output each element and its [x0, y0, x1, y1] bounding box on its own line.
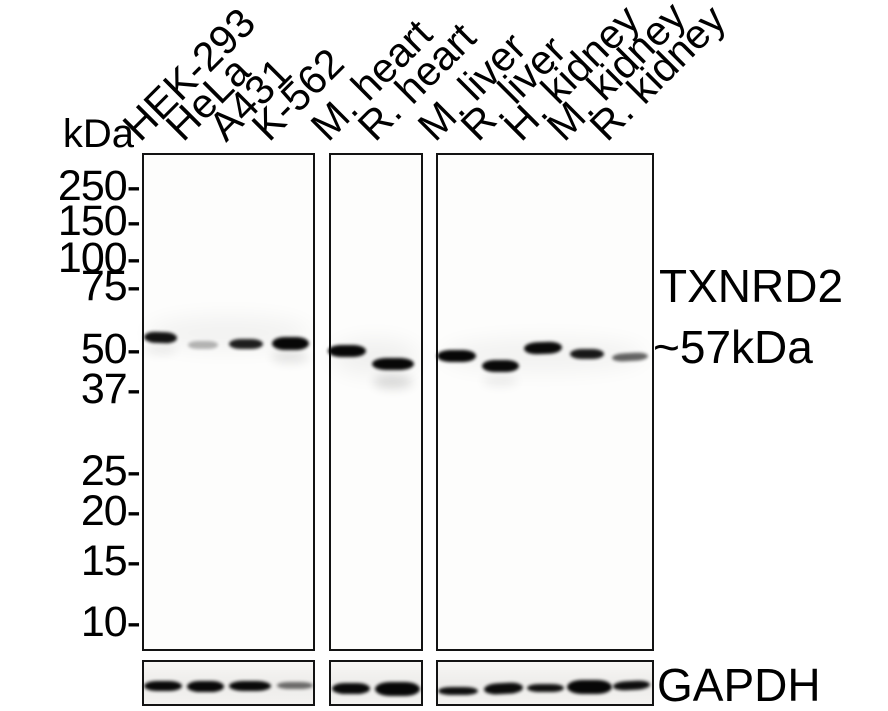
band-smear	[271, 351, 309, 363]
control-band	[438, 687, 478, 695]
target-band	[271, 336, 309, 350]
target-band	[143, 330, 177, 344]
blot-panel-1	[142, 153, 315, 651]
target-band	[372, 358, 414, 370]
loading-control-label: GAPDH	[657, 659, 821, 711]
mw-marker-label: 100-	[57, 234, 141, 282]
mw-marker-label: 37-	[80, 365, 141, 413]
target-band	[436, 350, 476, 362]
band-smear	[143, 346, 177, 354]
band-smear	[373, 375, 413, 389]
control-band	[186, 680, 224, 692]
mw-marker-label: 250-	[57, 162, 141, 210]
mw-marker-label: 150-	[57, 197, 141, 245]
mw-marker-label: 25-	[80, 447, 141, 495]
control-band	[144, 681, 182, 691]
blot-panel-2	[329, 153, 423, 651]
control-band	[566, 680, 612, 694]
mw-marker-label: 75-	[80, 262, 141, 310]
blot-panel-3	[436, 153, 654, 651]
mw-marker-label: 50-	[80, 325, 141, 373]
control-band	[229, 681, 271, 691]
control-band	[332, 682, 370, 694]
target-band	[481, 360, 519, 372]
band-smear	[482, 376, 518, 386]
kda-unit-label: kDa	[62, 112, 134, 156]
control-band	[526, 684, 564, 692]
molecular-weight-label: ~57kDa	[653, 321, 813, 373]
target-protein-label: TXNRD2	[659, 260, 844, 312]
target-band	[570, 349, 604, 359]
mw-marker-label: 15-	[80, 537, 141, 585]
target-band	[328, 345, 366, 357]
control-band	[374, 682, 420, 696]
mw-marker-label: 20-	[80, 487, 141, 535]
target-band	[188, 341, 218, 349]
mw-marker-label: 10-	[80, 598, 141, 646]
target-band	[229, 339, 263, 349]
control-band	[277, 681, 313, 689]
